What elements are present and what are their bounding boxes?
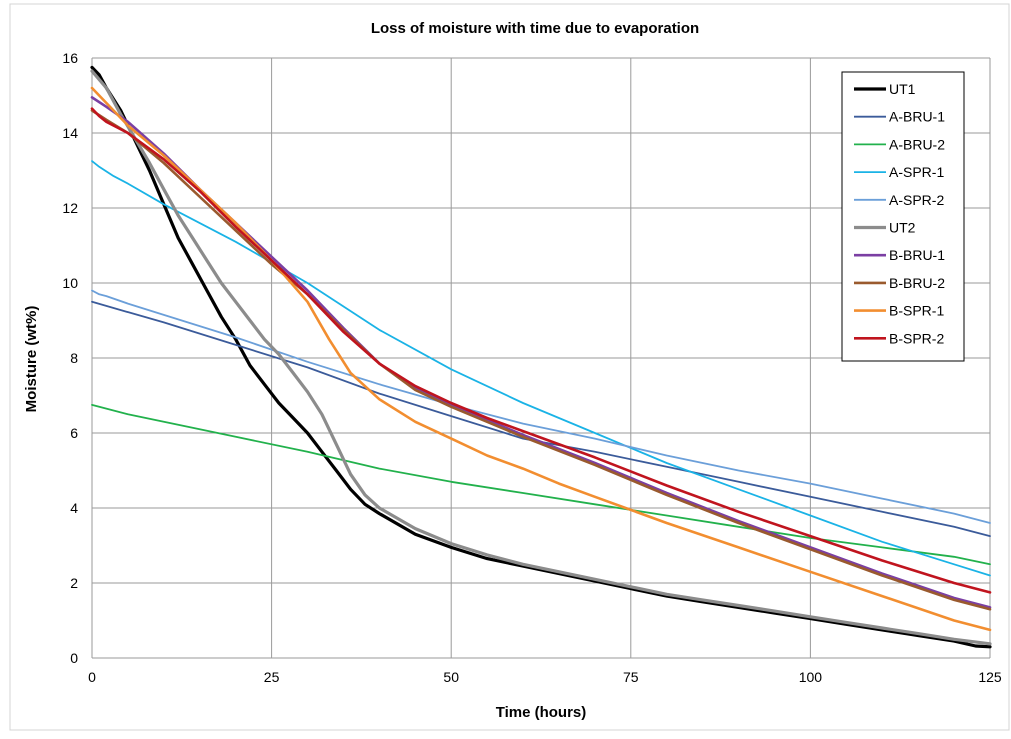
- legend-label: B-SPR-2: [889, 330, 944, 346]
- legend-label: A-SPR-2: [889, 192, 944, 208]
- legend-label: UT1: [889, 81, 916, 97]
- legend-label: B-SPR-1: [889, 303, 944, 319]
- y-tick-label: 12: [62, 200, 78, 216]
- legend: UT1 A-BRU-1 A-BRU-2 A-SPR-1 A-SPR-2 UT2 B-BRU-…: [841, 71, 965, 362]
- y-tick-label: 4: [70, 500, 78, 516]
- series-line-ut1: [90, 65, 992, 649]
- legend-label: A-SPR-1: [889, 164, 944, 180]
- legend-label: B-BRU-2: [889, 275, 945, 291]
- x-tick-label: 125: [978, 669, 1002, 685]
- y-tick-label: 6: [70, 425, 78, 441]
- legend-label: A-BRU-2: [889, 136, 945, 152]
- series-line-b-spr-1: [90, 86, 992, 632]
- y-tick-label: 10: [62, 275, 78, 291]
- x-tick-label: 50: [443, 669, 459, 685]
- y-tick-label: 16: [62, 50, 78, 66]
- y-tick-label: 0: [70, 650, 78, 666]
- legend-box: [841, 71, 965, 362]
- x-tick-label: 0: [88, 669, 96, 685]
- legend-label: UT2: [889, 220, 916, 236]
- series-line-b-bru-2: [90, 109, 992, 611]
- series-line-ut2: [90, 69, 992, 646]
- gridlines: [91, 57, 991, 659]
- series-line-a-bru-2: [91, 404, 991, 566]
- series-line-b-spr-2: [90, 107, 992, 594]
- y-tick-label: 2: [70, 575, 78, 591]
- y-axis-title: Moisture (wt%): [23, 306, 40, 413]
- legend-label: A-BRU-1: [889, 109, 945, 125]
- x-axis-title: Time (hours): [496, 704, 587, 721]
- x-tick-label: 25: [264, 669, 280, 685]
- x-tick-label: 100: [799, 669, 823, 685]
- legend-label: B-BRU-1: [889, 247, 945, 263]
- y-tick-label: 14: [62, 125, 78, 141]
- chart-title: Loss of moisture with time due to evapor…: [371, 20, 699, 37]
- y-tick-label: 8: [70, 350, 78, 366]
- x-tick-label: 75: [623, 669, 639, 685]
- series-line-a-spr-1: [91, 160, 991, 577]
- series-lines: [90, 65, 992, 649]
- tick-labels: 0 2 4 6 8 10 12 14 16 0 25 50 75 100 125: [62, 50, 1001, 685]
